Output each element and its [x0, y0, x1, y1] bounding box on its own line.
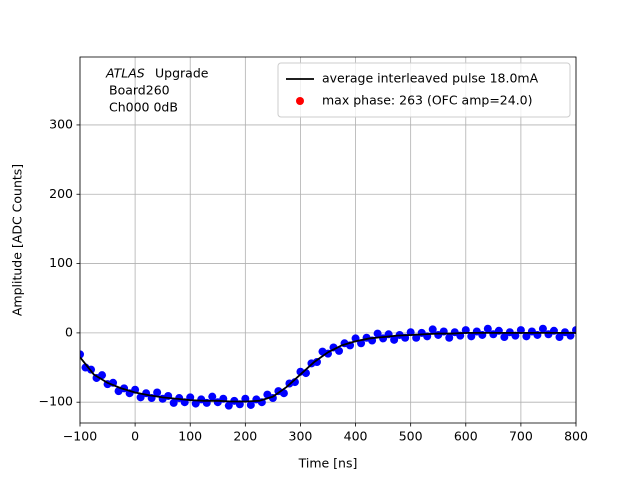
data-point [312, 358, 321, 366]
data-point [246, 400, 255, 409]
x-tick-label: 400 [344, 429, 368, 444]
data-point [445, 333, 454, 342]
data-point [555, 333, 564, 342]
data-point [224, 401, 233, 410]
data-point [428, 325, 437, 334]
legend-marker [296, 97, 304, 105]
y-tick-label: 300 [49, 116, 73, 131]
data-point [412, 333, 421, 342]
data-point [467, 332, 476, 341]
x-tick-label: 600 [454, 429, 478, 444]
y-axis-label: Amplitude [ADC Counts] [10, 164, 25, 316]
annotation: Upgrade [155, 66, 209, 81]
data-point [335, 346, 344, 355]
x-tick-label: 800 [564, 429, 588, 444]
data-point [538, 324, 547, 333]
x-tick-label: 700 [509, 429, 533, 444]
data-point [483, 324, 492, 333]
data-point [80, 350, 84, 359]
y-tick-label: 200 [49, 186, 73, 201]
data-point [136, 393, 145, 402]
legend-box [277, 62, 571, 118]
x-tick-label: 200 [233, 429, 257, 444]
annotation: Board260 [109, 83, 170, 98]
data-point [390, 335, 399, 344]
annotation: ATLAS [105, 66, 145, 81]
series-group [80, 324, 576, 410]
annotation: Ch000 0dB [109, 100, 178, 115]
y-tick-label: 0 [65, 324, 73, 339]
x-tick-label: 100 [178, 429, 202, 444]
data-point [169, 398, 178, 407]
x-tick-label: 300 [289, 429, 313, 444]
legend-label: average interleaved pulse 18.0mA [322, 71, 539, 86]
x-tick-label: 0 [131, 429, 139, 444]
data-point [522, 332, 531, 341]
y-tick-label: −100 [39, 394, 73, 409]
x-tick-label: 500 [399, 429, 423, 444]
axes-frame [79, 56, 577, 424]
data-point [373, 329, 382, 338]
x-tick-label: −100 [63, 429, 97, 444]
legend-label: max phase: 263 (OFC amp=24.0) [322, 93, 533, 108]
data-point [98, 371, 107, 380]
data-point [500, 333, 509, 342]
data-point [191, 399, 200, 408]
data-line [80, 331, 576, 403]
y-tick-label: 100 [49, 255, 73, 270]
data-point [208, 392, 217, 401]
data-point [153, 388, 162, 397]
x-axis-label: Time [ns] [298, 456, 358, 471]
